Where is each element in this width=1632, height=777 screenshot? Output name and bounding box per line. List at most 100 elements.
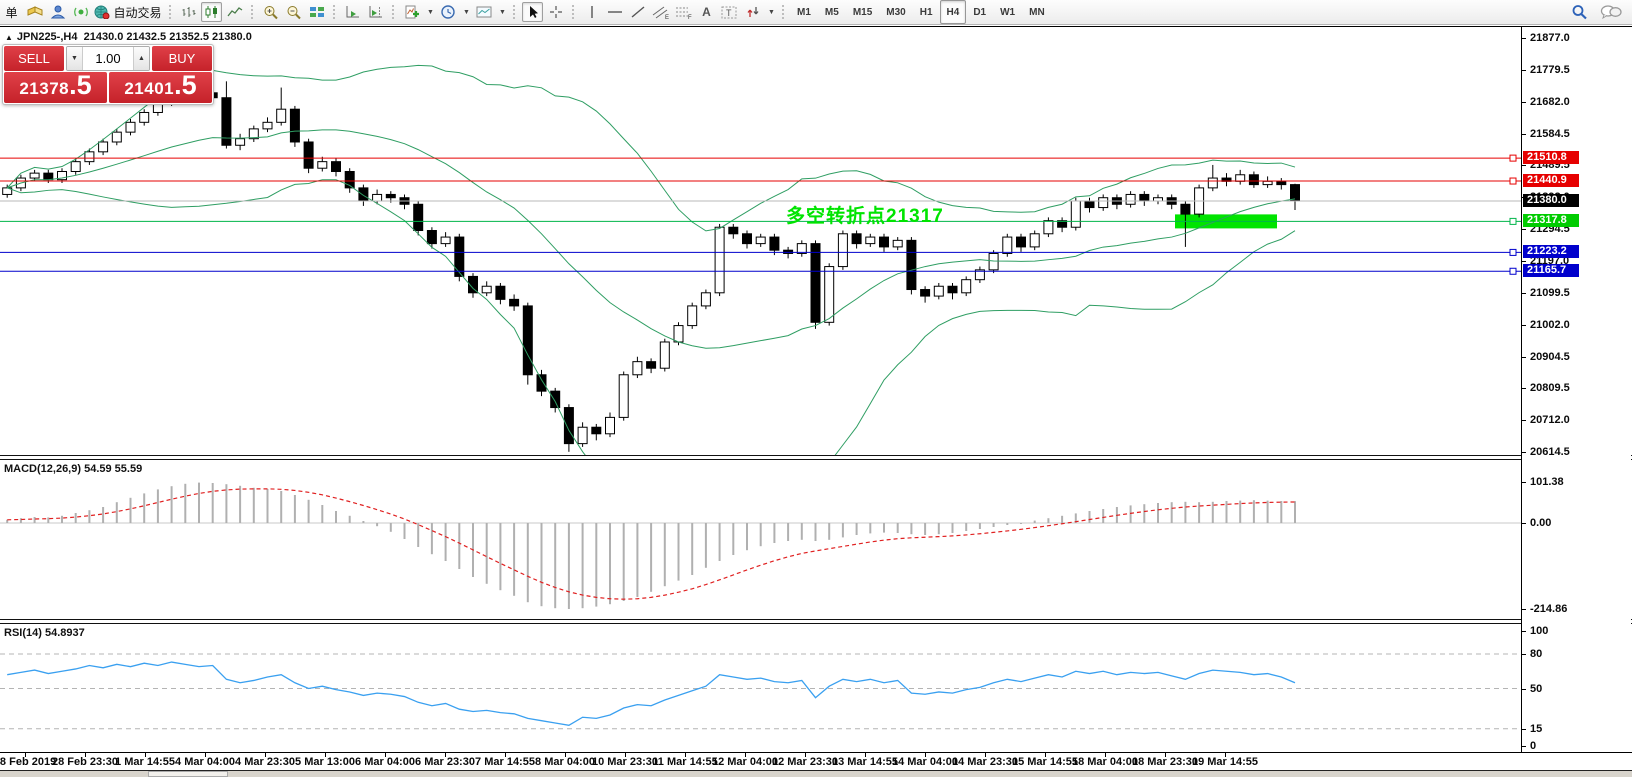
toolbar-grip[interactable] [250, 4, 255, 20]
macd-histogram-bar [609, 523, 611, 605]
horizontal-line-button[interactable] [604, 2, 625, 22]
rsi-canvas[interactable] [0, 624, 1521, 752]
candlestick-chart-button[interactable] [201, 2, 222, 22]
candle-body [865, 236, 876, 245]
candle-body [605, 416, 615, 435]
fibonacci-button[interactable]: F [673, 2, 694, 22]
candle-body [1098, 197, 1109, 209]
macd-histogram-bar [47, 517, 50, 523]
timeframe-m1[interactable]: M1 [797, 6, 811, 18]
chat-icon [1600, 5, 1622, 20]
arrows-dropdown[interactable]: ▼ [765, 2, 776, 22]
macd-canvas[interactable] [0, 461, 1521, 620]
trendline-button[interactable] [627, 2, 648, 22]
axis-tick [1522, 101, 1526, 103]
rsi-window-divider[interactable] [0, 619, 1632, 624]
candle-body [714, 226, 725, 294]
auto-scroll-button[interactable] [342, 2, 363, 22]
horizontal-line-icon [607, 11, 622, 13]
horizontal-scrollbar-thumb[interactable] [148, 771, 228, 777]
macd-histogram-bar [1280, 501, 1283, 523]
toolbar-grip[interactable] [781, 4, 786, 20]
channel-button[interactable]: E [650, 2, 671, 22]
search-icon [1572, 5, 1587, 20]
line-chart-button[interactable] [224, 2, 245, 22]
price-axis[interactable]: 21877.021779.521682.021584.521489.521392… [1521, 27, 1631, 752]
time-axis-tick [1165, 753, 1166, 757]
candle-body [550, 390, 561, 409]
time-axis[interactable]: 28 Feb 2019 28 Feb 23:30 1 Mar 14:55 4 Mar … [0, 752, 1632, 770]
axis-tick [1522, 746, 1526, 747]
timeframe-m5[interactable]: M5 [824, 6, 839, 18]
time-axis-label: 13 Mar 14:55 [831, 756, 899, 768]
price-tick-label: 21779.5 [1530, 64, 1570, 77]
candle-body [961, 279, 972, 294]
chevron-down-icon: ▼ [427, 8, 434, 16]
templates-dropdown[interactable]: ▼ [496, 2, 507, 22]
buy-button[interactable]: BUY [152, 46, 212, 71]
toolbar-grip[interactable] [332, 4, 337, 20]
sell-price-display[interactable]: 21378.5 [4, 72, 107, 103]
autotrade-button[interactable]: 自动交易 [93, 2, 163, 22]
periods-dropdown[interactable]: ▼ [460, 2, 471, 22]
timeframe-m15[interactable]: M15 [852, 6, 873, 18]
candle-body [769, 236, 780, 251]
macd-histogram-bar [280, 491, 283, 523]
macd-histogram-bar [732, 523, 735, 555]
crosshair-icon [549, 6, 562, 18]
macd-histogram-bar [1088, 511, 1091, 523]
macd-histogram-bar [924, 523, 927, 535]
volume-increase-button[interactable]: ▲ [134, 47, 149, 70]
templates-button[interactable] [473, 2, 494, 22]
chart-shift-button[interactable] [365, 2, 386, 22]
time-axis-tick [325, 753, 326, 757]
toolbar-grip[interactable] [571, 4, 576, 20]
timeframe-mn[interactable]: MN [1029, 6, 1045, 18]
timeframe-h1[interactable]: H1 [919, 6, 933, 18]
volume-decrease-button[interactable]: ▼ [67, 47, 82, 70]
candle-body [1125, 193, 1136, 205]
candle-body [824, 266, 835, 323]
crosshair-button[interactable] [545, 2, 566, 22]
vertical-line-button[interactable] [581, 2, 602, 22]
timeframe-d1[interactable]: D1 [973, 6, 987, 18]
candle-body [303, 141, 314, 169]
search-button[interactable] [1569, 2, 1590, 22]
indicators-button[interactable] [401, 2, 422, 22]
timeframe-h4[interactable]: H4 [939, 0, 967, 24]
bollinger-upper-band [6, 64, 1296, 232]
sell-button[interactable]: SELL [4, 46, 64, 71]
chat-button[interactable] [1599, 2, 1623, 22]
signals-icon[interactable] [70, 2, 91, 22]
collapse-panel-icon[interactable]: ▲ [5, 33, 13, 42]
indicators-dropdown[interactable]: ▼ [424, 2, 435, 22]
toolbar-grip[interactable] [512, 4, 517, 20]
axis-tick [1522, 388, 1526, 390]
book-icon[interactable] [24, 2, 45, 22]
zoom-in-button[interactable] [260, 2, 281, 22]
volume-field[interactable]: 1.00 [82, 47, 134, 70]
cursor-button[interactable] [522, 2, 543, 22]
macd-histogram-bar [417, 523, 420, 547]
timeframe-w1[interactable]: W1 [1000, 6, 1016, 18]
new-order-button[interactable]: 单 [1, 2, 22, 22]
timeframe-m30[interactable]: M30 [886, 6, 906, 18]
time-axis-label: 15 Mar 14:55 [1011, 756, 1079, 768]
toolbar-grip[interactable] [168, 4, 173, 20]
label-button[interactable]: T [719, 2, 740, 22]
toolbar-grip[interactable] [391, 4, 396, 20]
time-axis-label: 6 Mar 23:30 [415, 756, 475, 768]
contacts-icon[interactable] [47, 2, 68, 22]
zoom-out-button[interactable] [283, 2, 304, 22]
price-chart-canvas[interactable] [0, 27, 1521, 456]
tile-windows-button[interactable] [306, 2, 327, 22]
text-button[interactable]: A [696, 2, 717, 22]
arrows-button[interactable] [742, 2, 763, 22]
macd-window-divider[interactable] [0, 455, 1632, 460]
buy-price-display[interactable]: 21401.5 [109, 72, 212, 103]
macd-histogram-bar [1170, 502, 1173, 523]
chevron-down-icon: ▼ [499, 8, 506, 16]
bar-chart-button[interactable] [178, 2, 199, 22]
time-axis-label: 11 Mar 14:55 [652, 756, 718, 768]
periods-button[interactable] [437, 2, 458, 22]
